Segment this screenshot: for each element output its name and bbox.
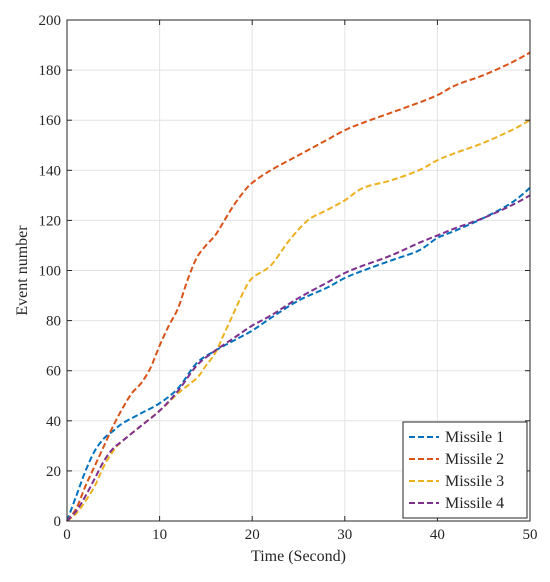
y-tick-label: 140 — [39, 163, 62, 179]
y-tick-label: 100 — [39, 264, 62, 280]
y-tick-label: 80 — [46, 314, 61, 330]
x-tick-label: 30 — [337, 527, 352, 543]
x-tick-label: 50 — [523, 527, 538, 543]
series-line-1 — [66, 187, 531, 522]
y-tick-label: 160 — [39, 113, 62, 129]
y-axis-label: Event number — [14, 225, 31, 316]
legend-label-1: Missile 1 — [445, 429, 504, 446]
series-line-3 — [66, 119, 531, 522]
y-tick-label: 20 — [46, 464, 61, 480]
series-line-2 — [66, 51, 531, 522]
y-tick-label: 40 — [46, 414, 61, 430]
axis-ticks: 0 10 20 30 40 50 0 20 40 60 80 100 120 140 160 180 200 — [39, 13, 538, 543]
legend-label-4: Missile 4 — [445, 495, 504, 512]
y-tick-label: 180 — [39, 63, 62, 79]
legend-items: Missile 1 Missile 2 Missile 3 Missile 4 — [409, 429, 504, 512]
x-tick-label: 20 — [245, 527, 260, 543]
legend-label-3: Missile 3 — [445, 473, 504, 490]
x-axis-label: Time (Second) — [251, 548, 346, 565]
y-tick-label: 60 — [46, 364, 61, 380]
legend: Missile 1 Missile 2 Missile 3 Missile 4 — [402, 421, 528, 519]
y-tick-label: 200 — [39, 13, 62, 29]
legend-label-2: Missile 2 — [445, 451, 504, 468]
x-tick-label: 10 — [152, 527, 167, 543]
grid — [67, 20, 530, 521]
series-lines — [66, 51, 531, 522]
series-line-4 — [66, 194, 531, 522]
x-tick-label: 40 — [430, 527, 445, 543]
y-tick-label: 0 — [54, 514, 62, 530]
x-tick-label: 0 — [63, 527, 71, 543]
y-tick-label: 120 — [39, 213, 62, 229]
